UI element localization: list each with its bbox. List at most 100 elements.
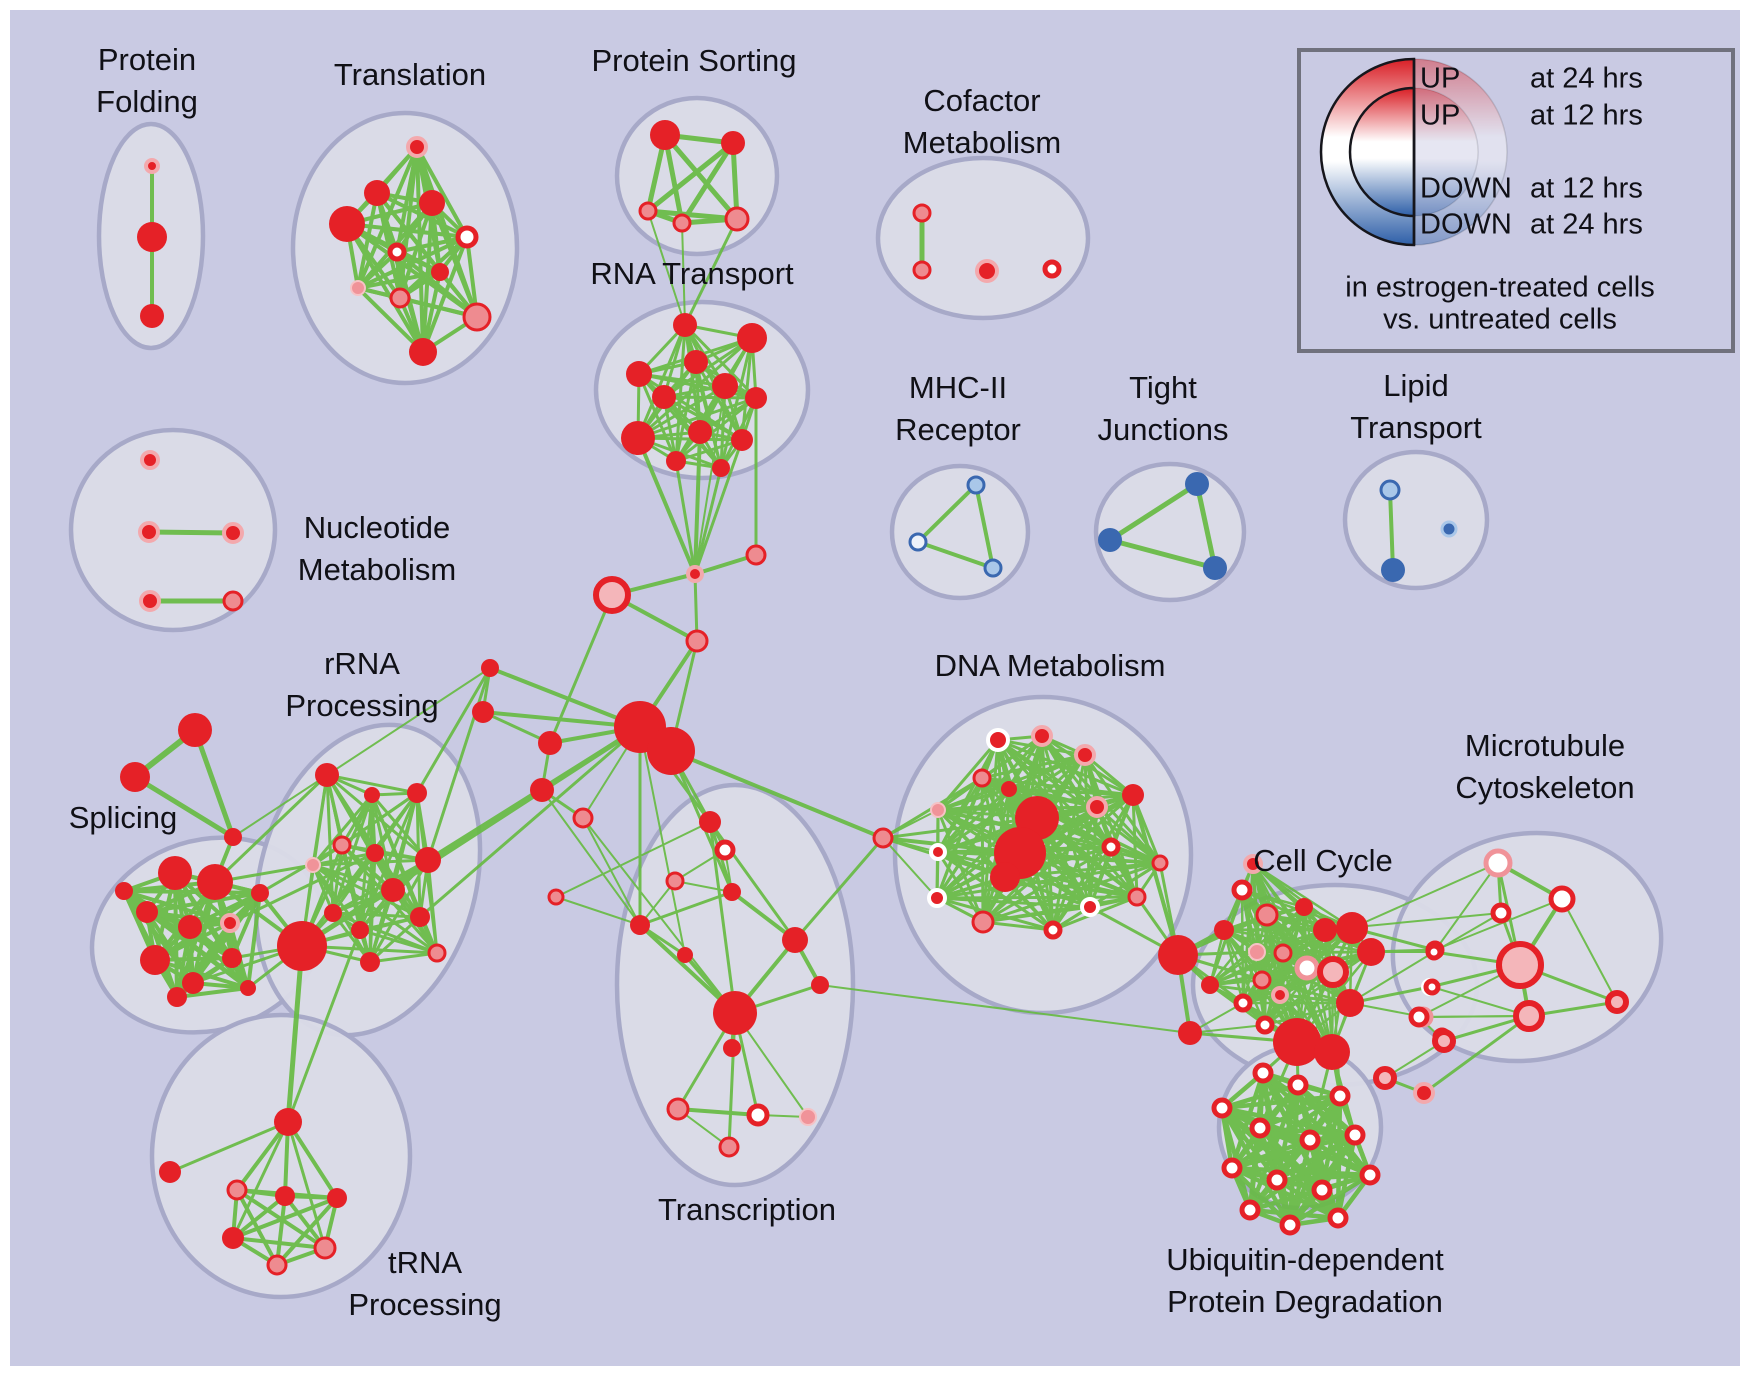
network-node-148-red <box>1336 989 1364 1017</box>
network-node-122-red <box>990 862 1020 892</box>
network-edge <box>235 1120 290 1192</box>
network-node-45-blue <box>1203 556 1227 580</box>
network-node-118-red-pinkring <box>1086 796 1108 818</box>
network-node-20-pink-redring <box>912 260 932 280</box>
network-edge <box>311 858 430 867</box>
network-edge <box>936 850 1139 899</box>
network-node-164-pinkcore-redring <box>1513 1000 1545 1032</box>
network-node-46-lightblue-bluering <box>1379 479 1401 501</box>
legend-circle-inner-right-fade <box>1413 87 1479 217</box>
network-edge <box>662 132 740 222</box>
network-node-136-red <box>1295 898 1313 916</box>
cluster-label-cell-cycle-line1: Cell Cycle <box>1253 843 1393 878</box>
network-edge <box>132 774 236 840</box>
network-edge <box>694 385 726 575</box>
cluster-ellipse-lipid-transport <box>1342 449 1490 591</box>
network-node-151-red <box>1214 920 1234 940</box>
network-edge <box>122 889 195 985</box>
network-edge <box>1263 950 1373 1027</box>
network-edge <box>311 793 374 867</box>
network-node-8-white-redring <box>387 242 407 262</box>
network-edge <box>582 817 641 926</box>
network-node-116-pink <box>930 802 946 818</box>
network-edge <box>1561 898 1618 1003</box>
cluster-label-ubiquitin-degradation-line2: Protein Degradation <box>1167 1284 1443 1319</box>
network-edge <box>555 821 711 898</box>
network-node-62-red-pinkring <box>220 913 240 933</box>
network-node-73-pink-redring <box>332 835 352 855</box>
network-edge <box>679 140 736 226</box>
network-edge <box>358 928 439 955</box>
network-node-128-red-whitering <box>1080 897 1100 917</box>
network-edge <box>981 861 1162 924</box>
network-node-44-blue <box>1098 528 1122 552</box>
network-node-48-blue <box>1381 558 1405 582</box>
network-edge <box>368 851 377 964</box>
network-node-49-red-pinkring <box>686 565 704 583</box>
cluster-label-rrna-processing-line2: Processing <box>285 688 438 723</box>
network-edge <box>1431 986 1530 1017</box>
network-node-126-red-whitering <box>927 888 947 908</box>
network-edge <box>258 843 344 895</box>
legend-circle-inner-left <box>1348 86 1416 218</box>
network-node-69-red <box>240 980 256 996</box>
network-edge <box>122 889 234 960</box>
network-node-167-pinkcore-redring <box>1432 1029 1456 1053</box>
network-node-113-red-pinkring <box>1031 725 1053 747</box>
network-node-38-red-pinkring <box>139 590 161 612</box>
network-node-144-pink-redring <box>1252 970 1272 990</box>
network-edge <box>693 430 702 576</box>
network-node-101-pink-redring <box>547 888 565 906</box>
network-edge <box>936 850 1162 865</box>
network-node-173-white-redring <box>1211 1097 1233 1119</box>
network-node-178-white-redring <box>1266 1169 1288 1191</box>
network-node-133-red-pinkring <box>1243 854 1263 874</box>
network-node-124-white-redring <box>1101 837 1121 857</box>
network-edge <box>1222 928 1352 1005</box>
labels-layer: Protein Folding Translation Protein Sorting… <box>69 42 1635 1322</box>
network-node-75-red <box>366 844 384 862</box>
cluster-label-ubiquitin-degradation-line1: Ubiquitin-dependent <box>1166 1242 1444 1277</box>
cluster-label-protein-sorting-line1: Protein Sorting <box>591 43 796 78</box>
network-edge <box>676 1107 760 1117</box>
network-edge <box>1007 787 1099 809</box>
network-node-1-red <box>137 222 167 252</box>
network-edge <box>1222 928 1373 954</box>
network-node-40-lightblue-bluering <box>966 475 986 495</box>
cluster-label-cofactor-metabolism-line2: Metabolism <box>903 125 1062 160</box>
network-edge <box>916 483 978 544</box>
network-edge <box>232 667 491 838</box>
network-node-158-white-pinkring <box>1483 848 1513 878</box>
network-node-26-red <box>626 361 652 387</box>
network-edge <box>1388 488 1395 572</box>
network-node-76-red <box>415 847 441 873</box>
network-node-102-red <box>630 915 650 935</box>
network-edge <box>636 436 697 576</box>
network-node-64-red <box>182 972 204 994</box>
network-node-106-red <box>811 976 829 994</box>
cluster-label-dna-metabolism-line1: DNA Metabolism <box>935 648 1166 683</box>
network-edge <box>325 773 419 795</box>
network-edge <box>192 727 236 840</box>
cluster-ellipse-cofactor-metabolism <box>875 155 1091 321</box>
network-node-149-red <box>1273 1018 1321 1066</box>
network-edge <box>881 816 1039 840</box>
network-node-29-red <box>745 387 767 409</box>
network-node-114-red-pinkring <box>1074 744 1096 766</box>
legend-direction-label-2: UP <box>1420 100 1460 132</box>
network-node-177-white-redring <box>1221 1157 1243 1179</box>
network-node-68-red <box>167 987 187 1007</box>
network-node-166-white-redring <box>1408 1006 1430 1028</box>
network-edge <box>980 776 1135 797</box>
network-edge <box>719 384 727 470</box>
network-node-93-red <box>327 1188 347 1208</box>
network-node-169-red-pinkring <box>1413 1082 1435 1104</box>
network-node-99-pink-redring <box>665 871 685 891</box>
network-edge <box>981 845 1113 924</box>
network-edge <box>1433 912 1502 953</box>
network-node-55-red <box>178 713 212 747</box>
network-edge <box>1251 862 1354 930</box>
network-edge <box>819 984 1191 1034</box>
network-node-175-white-redring <box>1299 1129 1321 1151</box>
network-edge <box>974 483 995 570</box>
